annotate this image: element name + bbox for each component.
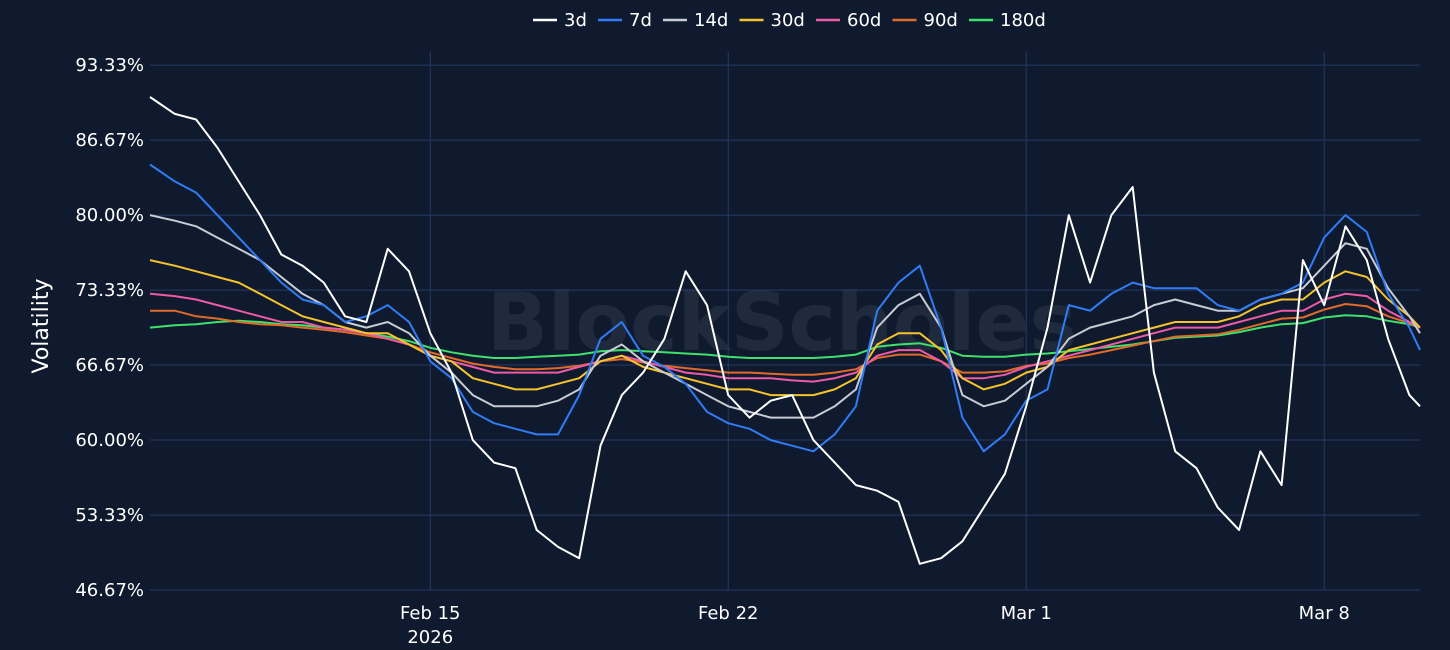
y-tick-label: 60.00%: [75, 430, 144, 451]
y-tick-label: 86.67%: [75, 130, 144, 151]
legend: 3d 7d 14d 30d 60d 90d 180d: [533, 10, 1046, 31]
y-tick-label: 73.33%: [75, 280, 144, 301]
legend-label-7d: 7d: [629, 10, 652, 31]
legend-label-3d: 3d: [564, 10, 587, 31]
legend-label-60d: 60d: [847, 10, 881, 31]
y-tick-label: 80.00%: [75, 205, 144, 226]
legend-label-90d: 90d: [924, 10, 958, 31]
series-line-14d: [149, 214, 1421, 419]
x-tick-label: Feb 15: [400, 603, 461, 624]
legend-label-180d: 180d: [1000, 10, 1046, 31]
x-tick-label: Mar 8: [1299, 603, 1350, 624]
x-axis-ticks: Feb 15 2026 Feb 22 Mar 1 Mar 8: [400, 603, 1350, 648]
x-tick-label: Mar 1: [1001, 603, 1052, 624]
y-axis-ticks: 93.33% 86.67% 80.00% 73.33% 66.67% 60.00% 53.3…: [75, 55, 144, 601]
series-line-7d: [149, 163, 1421, 453]
y-axis-title: Volatility: [29, 278, 54, 373]
y-tick-label: 53.33%: [75, 505, 144, 526]
legend-label-30d: 30d: [771, 10, 805, 31]
x-tick-label: Feb 22: [698, 603, 759, 624]
grid-lines: [150, 52, 1420, 591]
series-layer: [149, 96, 1421, 565]
series-line-3d: [149, 96, 1421, 565]
legend-label-14d: 14d: [694, 10, 728, 31]
y-tick-label: 93.33%: [75, 55, 144, 76]
y-tick-label: 46.67%: [75, 580, 144, 601]
x-tick-sublabel: 2026: [407, 627, 453, 648]
series-line-90d: [150, 303, 1421, 376]
y-tick-label: 66.67%: [75, 355, 144, 376]
